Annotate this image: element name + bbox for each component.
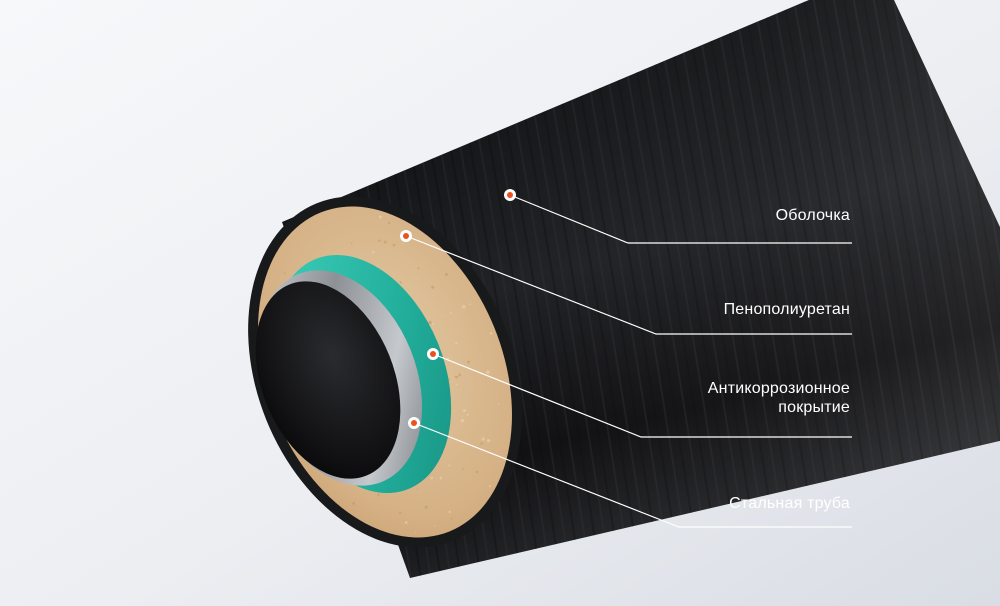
foam-speck	[448, 510, 451, 514]
foam-speck	[480, 442, 483, 445]
foam-speck	[460, 418, 465, 423]
leader-line-shell	[509, 194, 852, 244]
foam-speck	[454, 375, 457, 378]
label-foam: Пенополиуретан	[724, 300, 850, 319]
foam-speck	[388, 221, 391, 225]
marker-foam-dot	[403, 233, 409, 239]
foam-speck	[486, 370, 490, 374]
markers	[400, 189, 516, 429]
foam-speck	[444, 315, 446, 318]
leader-line-coating	[432, 353, 852, 438]
marker-shell-dot	[507, 192, 513, 198]
foam-speck	[399, 511, 402, 514]
foam-speck	[469, 303, 472, 306]
foam-speck	[431, 285, 435, 289]
foam-speck	[450, 312, 453, 315]
foam-speck	[392, 243, 396, 247]
foam-speck	[404, 521, 408, 524]
label-steel-text: Стальная труба	[729, 495, 850, 512]
foam-speck	[475, 470, 479, 474]
marker-steel-dot	[411, 420, 417, 426]
foam-speck	[453, 410, 455, 412]
leader-line-steel	[413, 422, 852, 528]
foam-speck	[481, 437, 485, 441]
foam-speck	[350, 242, 353, 245]
foam-speck	[424, 505, 428, 509]
foam-speck	[428, 320, 432, 325]
foam-speck	[466, 413, 469, 416]
foam-speck	[430, 476, 434, 480]
label-shell-text: Оболочка	[775, 207, 850, 224]
foam-speck	[462, 305, 466, 309]
foam-speck	[352, 501, 356, 505]
foam-speck	[455, 383, 458, 386]
foam-speck	[488, 485, 491, 488]
foam-speck	[432, 323, 435, 326]
label-shell: Оболочка	[776, 206, 850, 225]
foam-speck	[283, 272, 286, 274]
foam-speck	[448, 464, 451, 467]
leader-lines	[405, 194, 852, 528]
foam-speck	[444, 273, 448, 276]
foam-speck	[439, 476, 443, 480]
label-coating-line-1: Антикоррозионное	[707, 380, 850, 397]
foam-speck	[455, 342, 458, 345]
foam-speck	[434, 525, 436, 527]
foam-speck	[378, 215, 382, 219]
foam-speck	[417, 267, 420, 270]
foam-speck	[415, 531, 417, 534]
marker-coating-dot	[430, 351, 436, 357]
pipe-bore	[255, 281, 401, 479]
label-coating: Антикоррозионное покрытие	[708, 379, 850, 417]
foam-speck	[498, 402, 500, 405]
foam-speck	[378, 239, 381, 242]
label-coating-line-2: покрытие	[778, 399, 850, 416]
label-steel: Стальная труба	[729, 494, 850, 513]
foam-speck	[462, 468, 464, 470]
leader-line-foam	[405, 235, 852, 335]
foam-speck	[450, 518, 453, 520]
foam-speck	[486, 439, 491, 443]
foam-speck	[489, 332, 493, 335]
foam-speck	[416, 488, 419, 491]
label-foam-text: Пенополиуретан	[723, 301, 850, 318]
foam-speck	[467, 360, 470, 364]
foam-speck	[372, 250, 375, 254]
foam-speck	[463, 409, 467, 413]
foam-speck	[377, 493, 380, 497]
foam-speck	[399, 281, 402, 284]
foam-speck	[416, 277, 419, 280]
foam-speck	[383, 240, 387, 244]
foam-speck	[458, 373, 462, 377]
